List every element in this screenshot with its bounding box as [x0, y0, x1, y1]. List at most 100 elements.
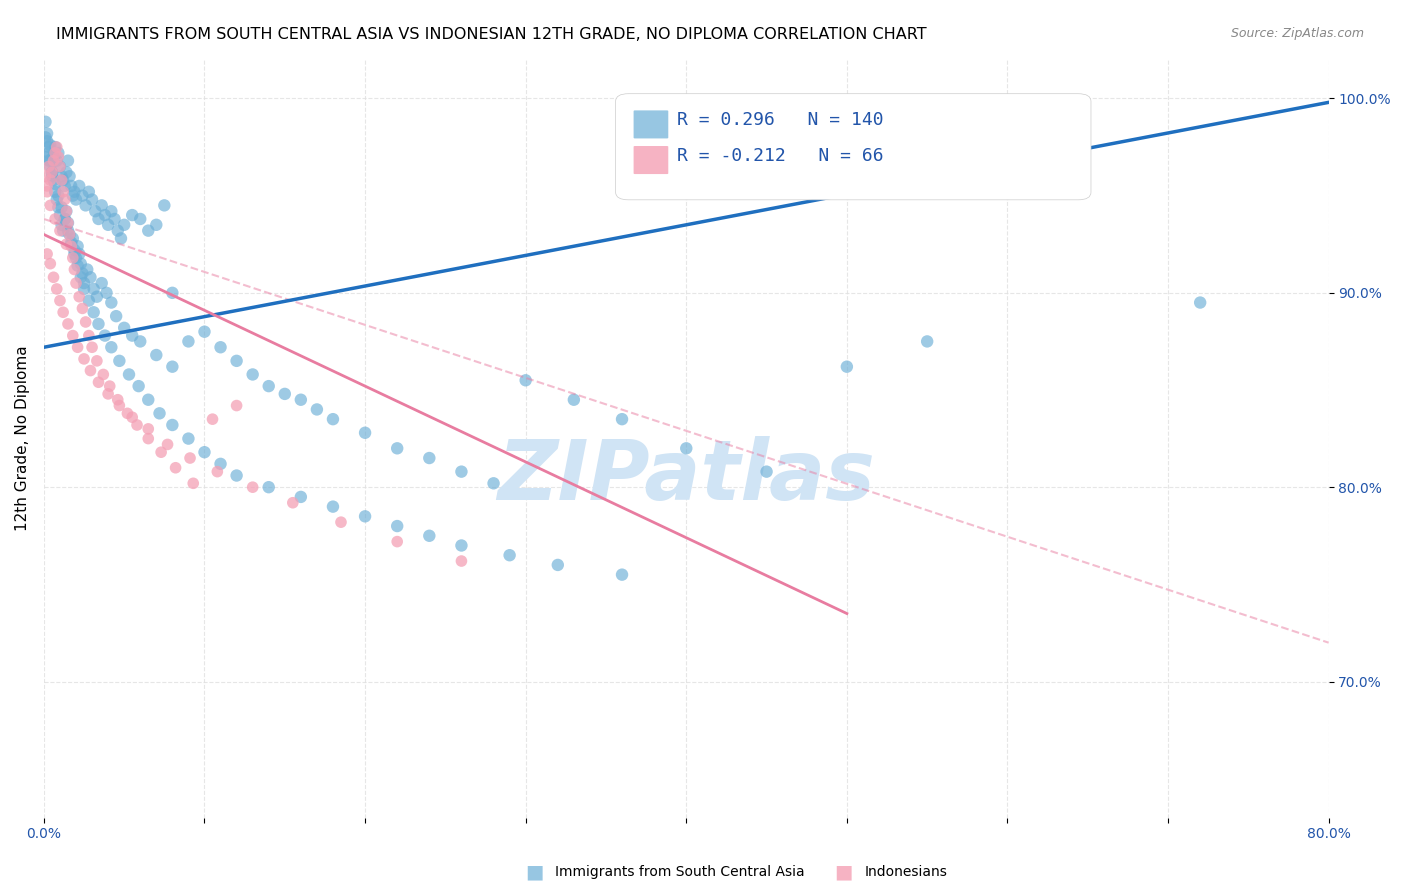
Text: R = -0.212   N = 66: R = -0.212 N = 66 [678, 147, 884, 165]
Point [39, 257, 62, 271]
Point [162, 359, 184, 374]
Point [52, 173, 75, 187]
Point [112, 321, 135, 335]
Point [49, 293, 72, 308]
Point [49, 224, 72, 238]
Point [610, 412, 633, 426]
Point [450, 539, 472, 553]
Point [56, 317, 79, 331]
Point [77, 328, 100, 343]
Point [118, 368, 141, 382]
Point [121, 208, 143, 222]
Point [51, 173, 73, 187]
Point [418, 529, 440, 543]
Point [242, 368, 264, 382]
Point [354, 425, 377, 440]
Point [39, 160, 62, 174]
Text: ■: ■ [834, 863, 853, 882]
Point [121, 328, 143, 343]
Point [242, 480, 264, 494]
Point [145, 218, 167, 232]
Point [209, 457, 232, 471]
Point [755, 465, 778, 479]
Y-axis label: 12th Grade, No Diploma: 12th Grade, No Diploma [15, 346, 30, 532]
Point [46, 200, 69, 214]
Point [562, 392, 585, 407]
Point [62, 328, 84, 343]
Point [39, 173, 62, 187]
Point [76, 262, 98, 277]
Point [107, 392, 129, 407]
Point [125, 417, 148, 432]
Point [56, 216, 79, 230]
Point [108, 354, 131, 368]
Point [55, 204, 77, 219]
Point [103, 211, 125, 226]
Point [274, 387, 297, 401]
Point [38, 145, 60, 160]
Point [62, 251, 84, 265]
Point [58, 227, 80, 242]
Point [55, 237, 77, 252]
Point [66, 259, 89, 273]
Point [60, 178, 83, 193]
Point [44, 177, 66, 191]
Point [136, 392, 159, 407]
Point [67, 178, 90, 193]
FancyBboxPatch shape [634, 111, 668, 138]
Point [225, 399, 247, 413]
Point [62, 231, 84, 245]
Point [46, 188, 69, 202]
Point [209, 340, 232, 354]
Point [35, 150, 58, 164]
Point [46, 145, 69, 160]
Point [67, 290, 90, 304]
Point [105, 309, 128, 323]
Point [107, 224, 129, 238]
Point [44, 140, 66, 154]
Point [290, 392, 312, 407]
Point [65, 251, 87, 265]
Point [150, 445, 173, 459]
Point [87, 317, 110, 331]
Point [201, 412, 224, 426]
Point [51, 200, 73, 214]
Point [63, 185, 86, 199]
Point [52, 185, 75, 199]
Point [547, 558, 569, 572]
Point [77, 293, 100, 308]
Point [145, 348, 167, 362]
Point [83, 282, 105, 296]
Point [100, 204, 122, 219]
Point [162, 285, 184, 300]
Point [915, 334, 938, 349]
Point [79, 363, 101, 377]
Point [45, 153, 67, 168]
Point [330, 515, 353, 529]
Point [610, 567, 633, 582]
Point [80, 193, 103, 207]
Point [52, 224, 75, 238]
Point [66, 340, 89, 354]
Point [34, 169, 56, 184]
Point [35, 134, 58, 148]
Point [55, 204, 77, 219]
Point [49, 208, 72, 222]
Point [90, 276, 112, 290]
Point [73, 282, 96, 296]
Point [165, 460, 187, 475]
Point [42, 150, 65, 164]
Point [53, 211, 76, 226]
Point [77, 185, 100, 199]
Point [225, 354, 247, 368]
Point [322, 412, 344, 426]
Point [62, 188, 84, 202]
Point [128, 379, 150, 393]
Point [41, 165, 63, 179]
Point [73, 276, 96, 290]
Point [136, 422, 159, 436]
Point [83, 305, 105, 319]
Point [66, 239, 89, 253]
Point [94, 208, 117, 222]
Point [86, 290, 108, 304]
